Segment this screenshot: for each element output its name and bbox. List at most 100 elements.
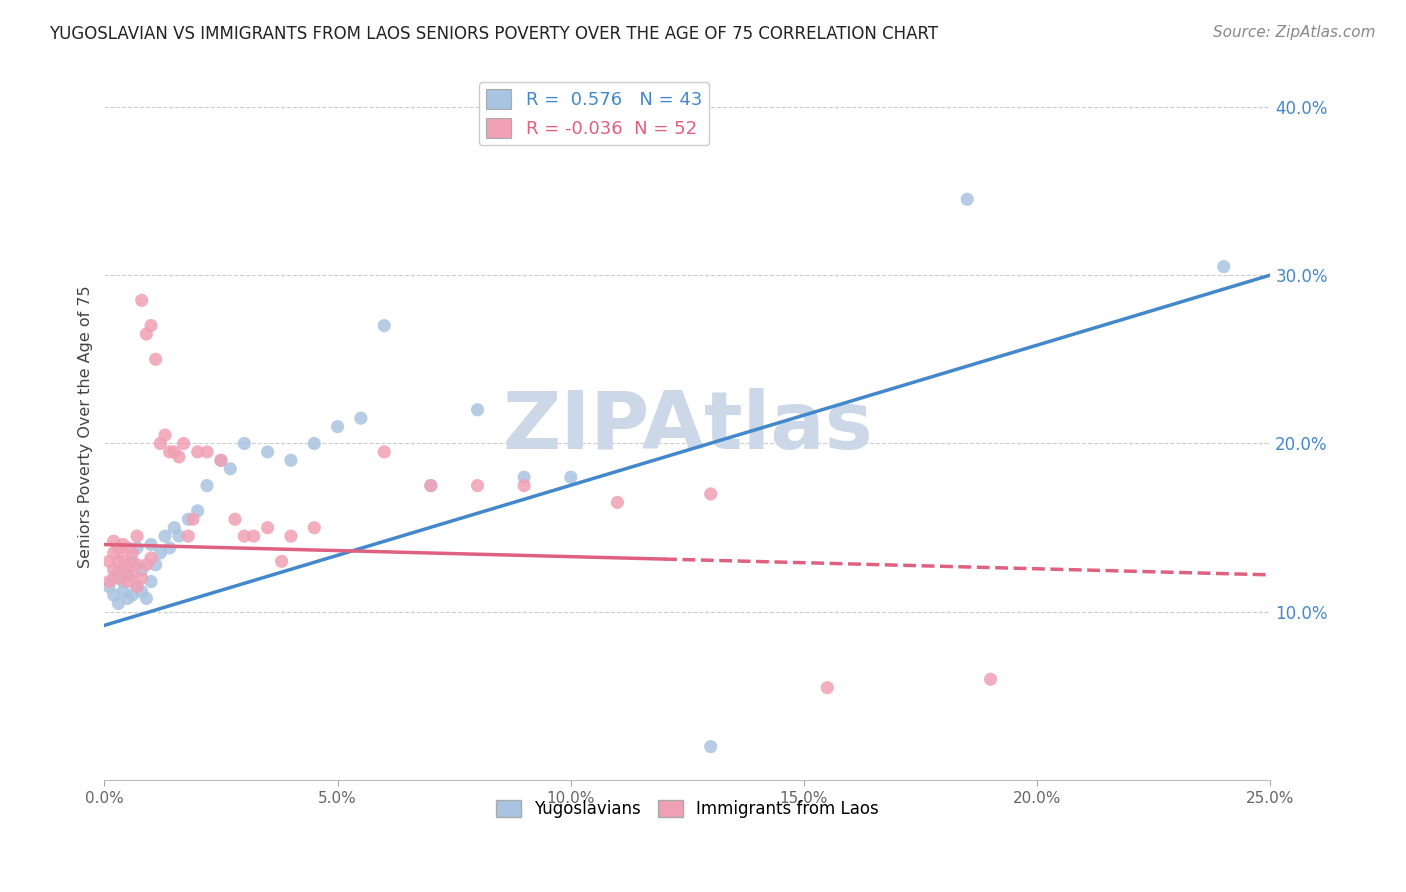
Point	[121, 567, 143, 582]
Point	[117, 558, 139, 572]
Point	[167, 529, 190, 543]
Point	[121, 546, 143, 560]
Point	[125, 541, 148, 555]
Point	[135, 326, 157, 341]
Point	[167, 450, 190, 464]
Point	[112, 551, 135, 566]
Point	[139, 551, 162, 566]
Point	[103, 563, 125, 577]
Point	[103, 588, 125, 602]
Point	[256, 521, 278, 535]
Point	[195, 445, 218, 459]
Text: ZIPAtlas: ZIPAtlas	[502, 388, 873, 466]
Point	[131, 563, 153, 577]
Point	[419, 478, 441, 492]
Point	[117, 591, 139, 606]
Y-axis label: Seniors Poverty Over the Age of 75: Seniors Poverty Over the Age of 75	[79, 285, 93, 568]
Point	[98, 574, 121, 589]
Point	[121, 588, 143, 602]
Point	[177, 512, 200, 526]
Point	[233, 436, 256, 450]
Point	[699, 487, 721, 501]
Point	[304, 436, 326, 450]
Point	[135, 558, 157, 572]
Point	[1212, 260, 1234, 274]
Point	[103, 534, 125, 549]
Point	[125, 558, 148, 572]
Point	[513, 470, 536, 484]
Point	[107, 541, 129, 555]
Point	[181, 512, 204, 526]
Point	[125, 529, 148, 543]
Point	[107, 597, 129, 611]
Point	[107, 571, 129, 585]
Point	[117, 541, 139, 555]
Point	[209, 453, 232, 467]
Point	[195, 478, 218, 492]
Point	[699, 739, 721, 754]
Text: YUGOSLAVIAN VS IMMIGRANTS FROM LAOS SENIORS POVERTY OVER THE AGE OF 75 CORRELATI: YUGOSLAVIAN VS IMMIGRANTS FROM LAOS SENI…	[49, 25, 938, 43]
Point	[467, 402, 489, 417]
Point	[112, 584, 135, 599]
Point	[131, 293, 153, 308]
Point	[139, 574, 162, 589]
Point	[980, 672, 1002, 686]
Point	[135, 591, 157, 606]
Point	[159, 541, 181, 555]
Point	[233, 529, 256, 543]
Point	[280, 529, 302, 543]
Point	[145, 558, 167, 572]
Point	[513, 478, 536, 492]
Point	[326, 419, 349, 434]
Point	[304, 521, 326, 535]
Point	[280, 453, 302, 467]
Point	[112, 537, 135, 551]
Text: Source: ZipAtlas.com: Source: ZipAtlas.com	[1212, 25, 1375, 40]
Point	[98, 554, 121, 568]
Point	[173, 436, 195, 450]
Point	[242, 529, 264, 543]
Point	[131, 571, 153, 585]
Point	[131, 584, 153, 599]
Point	[159, 445, 181, 459]
Point	[103, 546, 125, 560]
Point	[153, 529, 176, 543]
Point	[112, 563, 135, 577]
Point	[815, 681, 838, 695]
Point	[224, 512, 246, 526]
Point	[117, 574, 139, 589]
Point	[107, 563, 129, 577]
Point	[209, 453, 232, 467]
Legend: Yugoslavians, Immigrants from Laos: Yugoslavians, Immigrants from Laos	[489, 794, 886, 825]
Point	[373, 318, 395, 333]
Point	[560, 470, 582, 484]
Point	[177, 529, 200, 543]
Point	[163, 445, 186, 459]
Point	[606, 495, 628, 509]
Point	[149, 546, 172, 560]
Point	[187, 504, 209, 518]
Point	[419, 478, 441, 492]
Point	[219, 461, 242, 475]
Point	[125, 580, 148, 594]
Point	[350, 411, 373, 425]
Point	[256, 445, 278, 459]
Point	[103, 571, 125, 585]
Point	[139, 537, 162, 551]
Point	[163, 521, 186, 535]
Point	[139, 318, 162, 333]
Point	[117, 567, 139, 582]
Point	[467, 478, 489, 492]
Point	[373, 445, 395, 459]
Point	[107, 554, 129, 568]
Point	[121, 554, 143, 568]
Point	[98, 580, 121, 594]
Point	[145, 352, 167, 367]
Point	[187, 445, 209, 459]
Point	[125, 580, 148, 594]
Point	[112, 574, 135, 589]
Point	[270, 554, 292, 568]
Point	[153, 428, 176, 442]
Point	[149, 436, 172, 450]
Point	[956, 192, 979, 206]
